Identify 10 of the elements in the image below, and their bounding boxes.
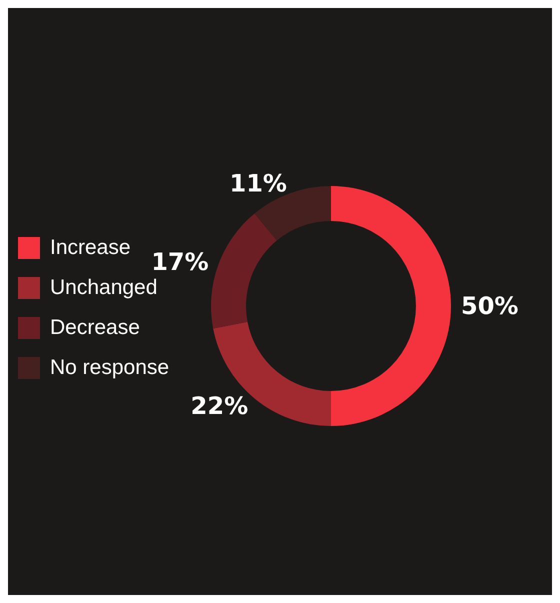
donut-slice xyxy=(211,214,277,328)
legend-label: Unchanged xyxy=(50,276,158,300)
data-label: 11% xyxy=(230,170,287,198)
legend-label: Increase xyxy=(50,236,131,260)
data-label: 17% xyxy=(151,248,209,276)
legend-label: Decrease xyxy=(50,316,140,340)
legend-label: No response xyxy=(50,356,170,380)
data-label: 22% xyxy=(190,392,248,420)
data-label: 50% xyxy=(461,292,518,320)
donut-slice xyxy=(331,186,451,426)
